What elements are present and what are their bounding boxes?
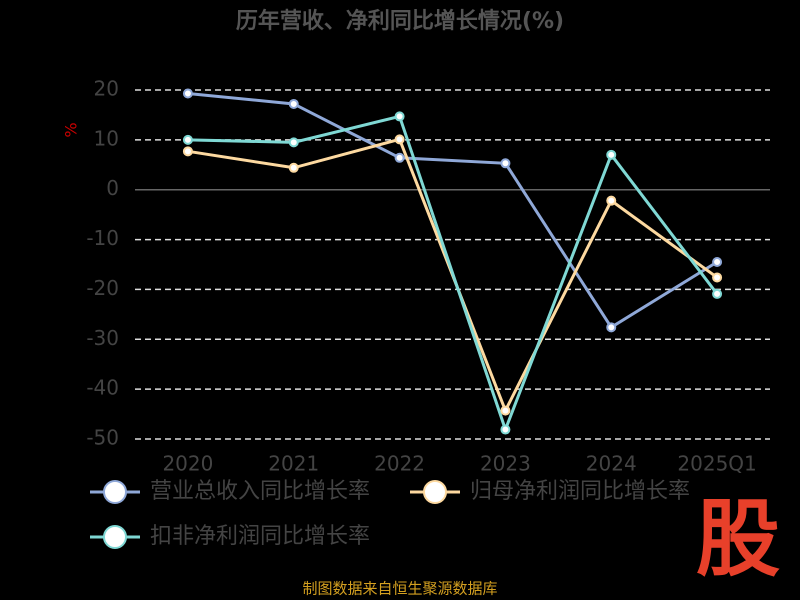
x-tick-label: 2024 — [586, 452, 637, 476]
chart-title: 历年营收、净利同比增长情况(%) — [236, 8, 564, 34]
y-tick-label: -40 — [86, 376, 119, 400]
series-line — [187, 91, 718, 330]
source-note: 制图数据来自恒生聚源数据库 — [302, 580, 497, 598]
data-point — [606, 195, 617, 206]
y-tick-label: -50 — [86, 426, 119, 450]
data-point — [182, 146, 193, 157]
x-tick-label: 2021 — [268, 452, 319, 476]
y-tick-label: -10 — [86, 226, 119, 250]
data-point — [288, 98, 299, 109]
data-point — [182, 88, 193, 99]
data-point — [606, 149, 617, 160]
legend-marker — [103, 525, 127, 549]
legend-label: 归母净利润同比增长率 — [470, 479, 690, 504]
legend-label: 营业总收入同比增长率 — [150, 479, 370, 504]
data-point — [500, 405, 511, 416]
x-tick-label: 2022 — [374, 452, 425, 476]
data-point — [288, 137, 299, 148]
data-point — [394, 134, 405, 145]
y-tick-label: 0 — [106, 176, 119, 200]
y-tick-label: -20 — [86, 276, 119, 300]
data-point — [500, 158, 511, 169]
data-point — [288, 162, 299, 173]
data-point — [712, 272, 723, 283]
data-point — [500, 424, 511, 435]
x-tick-label: 2020 — [162, 452, 213, 476]
x-tick-label: 2023 — [480, 452, 531, 476]
series-line — [187, 114, 719, 434]
legend-label: 扣非净利润同比增长率 — [150, 524, 370, 549]
data-point — [712, 288, 723, 299]
y-axis-label: % — [62, 122, 81, 137]
data-point — [606, 322, 617, 333]
y-tick-label: -30 — [86, 326, 119, 350]
y-tick-label: 10 — [94, 126, 119, 150]
logo: 股 — [696, 490, 780, 588]
x-tick-label: 2025Q1 — [677, 452, 756, 476]
legend-marker — [103, 480, 127, 504]
y-tick-label: 20 — [94, 77, 119, 101]
data-point — [394, 152, 405, 163]
data-point — [182, 134, 193, 145]
data-point — [712, 257, 723, 268]
legend-marker — [423, 480, 447, 504]
data-point — [394, 111, 405, 122]
